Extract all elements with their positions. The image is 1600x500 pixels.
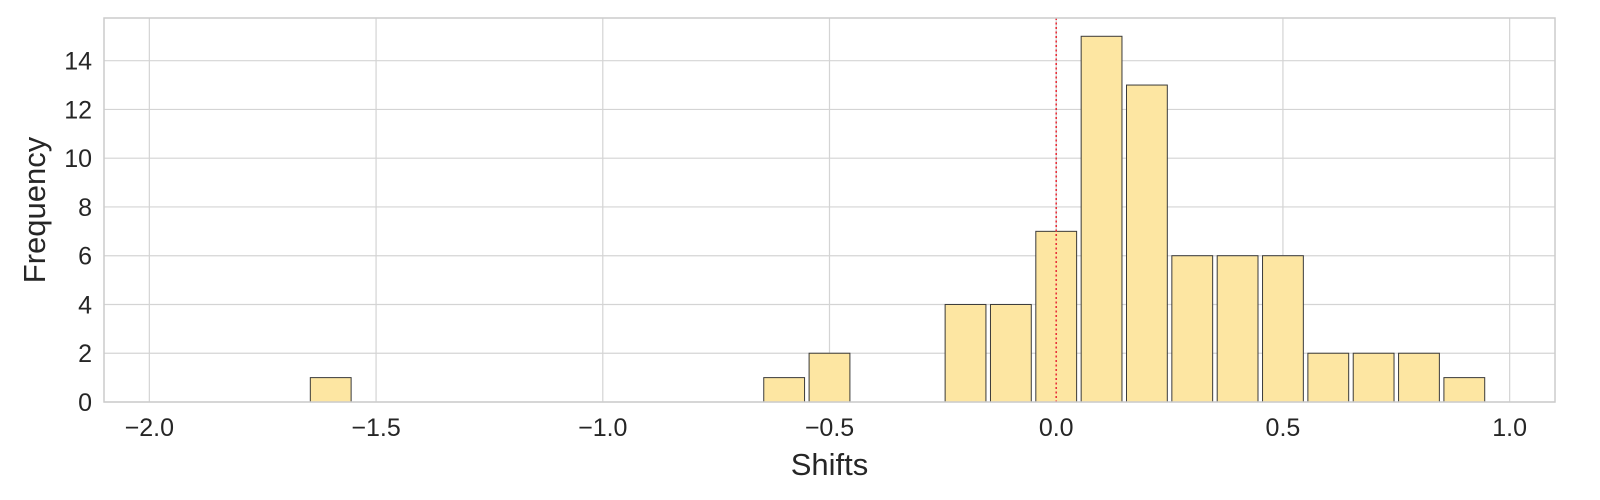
histogram-bar [1352,352,1395,403]
y-tick-label: 6 [78,243,92,271]
x-tick-label: −2.0 [125,414,174,442]
x-tick-label: 0.0 [1039,414,1074,442]
y-tick-label: 4 [78,291,92,319]
histogram-bar [1126,84,1168,403]
y-tick-labels: 0 2 4 6 8 10 12 14 [64,48,92,417]
x-tick-label: 0.5 [1266,414,1301,442]
histogram-bar [1398,352,1440,403]
x-tick-label: −1.5 [351,414,400,442]
histogram-bar [1262,255,1304,403]
histogram-bar [309,377,352,403]
y-tick-label: 8 [78,194,92,222]
plot-frame [103,17,1556,403]
y-tick-label: 0 [78,389,92,417]
y-tick-label: 14 [64,48,92,76]
grid-lines [104,18,1555,403]
y-axis-label: Frequency [17,136,52,283]
x-tick-labels: −2.0 −1.5 −1.0 −0.5 0.0 0.5 1.0 [125,414,1527,442]
histogram-bar [1216,255,1259,403]
histogram-bar [1080,35,1123,403]
histogram-bar [1171,255,1214,403]
histogram-bar [989,303,1032,403]
x-tick-label: −0.5 [805,414,854,442]
histogram-bar [944,303,987,403]
x-axis-label: Shifts [791,447,869,482]
histogram-bar [1443,377,1486,403]
y-tick-label: 2 [78,340,92,368]
histogram-bars [309,35,1486,403]
y-tick-label: 10 [64,145,92,173]
histogram-bar [808,352,851,403]
histogram-bar [763,377,806,403]
y-tick-label: 12 [64,96,92,124]
histogram-bar [1307,352,1350,403]
x-tick-label: −1.0 [578,414,627,442]
x-tick-label: 1.0 [1492,414,1527,442]
